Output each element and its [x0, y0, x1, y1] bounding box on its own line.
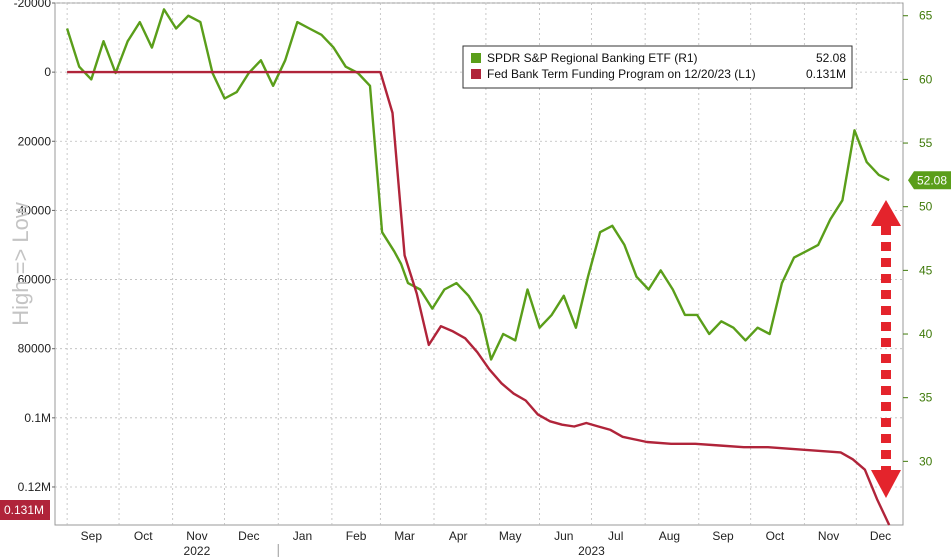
legend-swatch	[471, 53, 481, 63]
arrow-dash	[881, 290, 891, 299]
legend-label: Fed Bank Term Funding Program on 12/20/2…	[487, 67, 756, 81]
arrow-dash	[881, 338, 891, 347]
right-tick-label: 45	[919, 263, 933, 277]
left-tick-label: 60000	[18, 273, 52, 287]
x-month-label: Oct	[134, 529, 153, 543]
left-tick-label: 40000	[18, 203, 52, 217]
arrow-dash	[881, 434, 891, 443]
legend-box	[462, 45, 853, 89]
x-month-label: Feb	[346, 529, 367, 543]
right-tick-label: 65	[919, 9, 933, 23]
legend-value: 0.131M	[806, 67, 846, 81]
left-value-tag-text: 0.131M	[4, 503, 44, 517]
x-month-label: May	[499, 529, 522, 543]
left-tick-label: 20000	[18, 134, 52, 148]
right-tick-label: 30	[919, 454, 933, 468]
arrow-dash	[881, 418, 891, 427]
right-tick-label: 60	[919, 72, 933, 86]
x-month-label: Jun	[554, 529, 573, 543]
x-month-label: Jul	[608, 529, 623, 543]
arrow-dash	[881, 386, 891, 395]
arrow-dash	[881, 258, 891, 267]
right-tick-label: 55	[919, 136, 933, 150]
x-month-label: Dec	[238, 529, 259, 543]
x-year-label: 2023	[578, 544, 605, 557]
right-tick-label: 40	[919, 327, 933, 341]
axis-annotation: High => Low	[8, 202, 33, 326]
right-value-tag-text: 52.08	[917, 174, 947, 188]
right-value-tag	[908, 171, 951, 190]
x-month-label: Jan	[293, 529, 312, 543]
arrow-dash	[881, 354, 891, 363]
x-month-label: Sep	[81, 529, 103, 543]
series-line-0	[65, 8, 890, 361]
arrow-dash	[881, 274, 891, 283]
x-month-label: Sep	[712, 529, 734, 543]
x-month-label: Dec	[870, 529, 891, 543]
plot-area	[54, 2, 904, 526]
arrow-dash	[881, 370, 891, 379]
arrow-dash	[881, 306, 891, 315]
x-month-label: Nov	[818, 529, 839, 543]
legend-swatch	[471, 69, 481, 79]
arrow-dash	[881, 226, 891, 235]
left-tick-label: 80000	[18, 342, 52, 356]
left-value-tag	[0, 500, 50, 520]
arrow-dash	[881, 402, 891, 411]
left-tick-label: 0.1M	[24, 411, 51, 425]
series-line-1	[67, 70, 891, 526]
legend-value: 52.08	[816, 51, 846, 65]
x-month-label: Aug	[659, 529, 680, 543]
x-month-label: Oct	[766, 529, 785, 543]
left-tick-label: -20000	[14, 0, 52, 10]
left-tick-label: 0	[44, 65, 51, 79]
arrow-dash	[881, 450, 891, 459]
right-tick-label: 35	[919, 391, 933, 405]
x-month-label: Apr	[449, 529, 468, 543]
right-tick-label: 50	[919, 200, 933, 214]
arrow-dash	[881, 242, 891, 251]
left-tick-label: 0.12M	[18, 480, 51, 494]
x-month-label: Mar	[394, 529, 415, 543]
arrow-head-down	[871, 470, 901, 498]
legend-label: SPDR S&P Regional Banking ETF (R1)	[487, 51, 698, 65]
arrow-dash	[881, 322, 891, 331]
arrow-head-up	[871, 200, 901, 226]
x-year-label: 2022	[184, 544, 211, 557]
x-month-label: Nov	[186, 529, 207, 543]
